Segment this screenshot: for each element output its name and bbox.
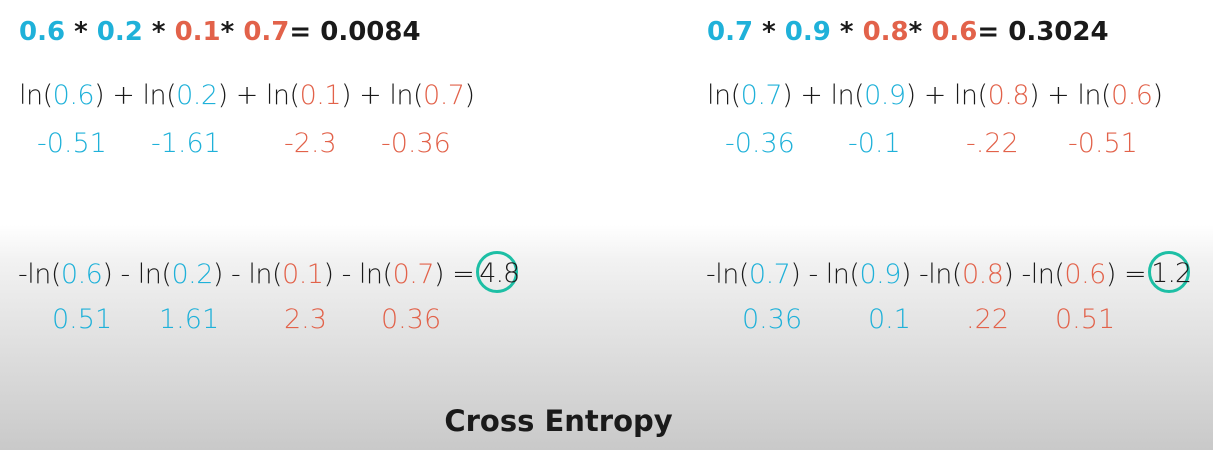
right-log-value: -0.51	[1068, 128, 1138, 159]
right-log-sum-equation: ln(0.7) + ln(0.9) + ln(0.8) + ln(0.6)	[707, 80, 1163, 111]
left-log-value: -2.3	[284, 128, 337, 159]
left-neg-value: 0.51	[52, 304, 113, 335]
right-log-value: -.22	[966, 128, 1019, 159]
left-log-value: -0.51	[37, 128, 107, 159]
left-product-equation: 0.6 * 0.2 * 0.1* 0.7= 0.0084	[19, 17, 421, 47]
right-product-equation: 0.7 * 0.9 * 0.8* 0.6= 0.3024	[707, 17, 1109, 47]
left-neg-values: 0.51 1.61 2.3 0.36	[0, 304, 600, 340]
right-neg-sum-equation: -ln(0.7) - ln(0.9) -ln(0.8) -ln(0.6) = 1.…	[706, 251, 1192, 294]
right-neg-value: 0.36	[742, 304, 803, 335]
left-neg-value: 2.3	[284, 304, 327, 335]
left-prob-1: 0.6	[19, 17, 66, 47]
right-neg-value: 0.51	[1055, 304, 1116, 335]
left-neg-value: 0.36	[381, 304, 442, 335]
left-log-value: -1.61	[151, 128, 221, 159]
right-product-result: = 0.3024	[977, 17, 1109, 47]
left-neg-value: 1.61	[159, 304, 220, 335]
left-product-result: = 0.0084	[289, 17, 421, 47]
left-log-value: -0.36	[381, 128, 451, 159]
left-prob-2: 0.2	[96, 17, 143, 47]
right-prob-1: 0.7	[707, 17, 754, 47]
right-prob-4: 0.6	[931, 17, 978, 47]
right-prob-2: 0.9	[784, 17, 831, 47]
right-neg-value: 0.1	[868, 304, 911, 335]
left-log-sum-equation: ln(0.6) + ln(0.2) + ln(0.1) + ln(0.7)	[19, 80, 475, 111]
right-log-value: -0.1	[848, 128, 901, 159]
right-log-value: -0.36	[725, 128, 795, 159]
slide-caption: Cross Entropy	[444, 404, 673, 438]
left-prob-3: 0.1	[174, 17, 221, 47]
right-log-values: -0.36 -0.1 -.22 -0.51	[0, 128, 1213, 164]
left-log-values: -0.51 -1.61 -2.3 -0.36	[0, 128, 600, 164]
right-neg-value: .22	[966, 304, 1009, 335]
right-cross-entropy-result: 1.2	[1148, 251, 1192, 293]
right-neg-values: 0.36 0.1 .22 0.51	[0, 304, 1213, 340]
left-prob-4: 0.7	[243, 17, 290, 47]
right-prob-3: 0.8	[862, 17, 909, 47]
left-neg-sum-equation: -ln(0.6) - ln(0.2) - ln(0.1) - ln(0.7) =…	[18, 251, 520, 294]
left-cross-entropy-result: 4.8	[476, 251, 520, 293]
